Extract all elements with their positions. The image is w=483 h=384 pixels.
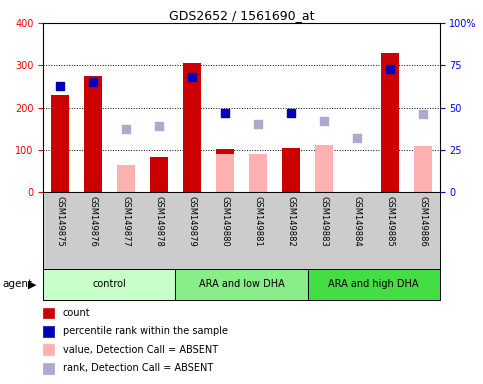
- Point: [122, 126, 130, 132]
- Text: agent: agent: [2, 279, 32, 289]
- Bar: [84, 76, 102, 192]
- Point: [386, 66, 394, 72]
- Point: [188, 74, 196, 80]
- Text: rank, Detection Call = ABSENT: rank, Detection Call = ABSENT: [63, 363, 213, 373]
- Point: [353, 135, 361, 141]
- Text: percentile rank within the sample: percentile rank within the sample: [63, 326, 228, 336]
- Point: [287, 109, 295, 116]
- Point: [89, 79, 97, 85]
- Point: [221, 109, 229, 116]
- Text: GSM149884: GSM149884: [353, 196, 361, 247]
- Text: GSM149875: GSM149875: [56, 196, 64, 247]
- Text: GSM149877: GSM149877: [122, 196, 130, 247]
- Bar: [216, 149, 234, 192]
- Bar: [117, 165, 135, 192]
- Text: GSM149876: GSM149876: [88, 196, 98, 247]
- Bar: [183, 63, 201, 192]
- Point: [155, 123, 163, 129]
- Bar: [414, 146, 432, 192]
- Text: GSM149881: GSM149881: [254, 196, 262, 247]
- Bar: [315, 145, 333, 192]
- Text: ARA and low DHA: ARA and low DHA: [199, 279, 284, 289]
- Text: control: control: [93, 279, 127, 289]
- Text: GSM149885: GSM149885: [385, 196, 395, 247]
- Point: [56, 83, 64, 89]
- Bar: [282, 148, 300, 192]
- Bar: [381, 53, 399, 192]
- Text: ▶: ▶: [28, 279, 37, 289]
- Bar: [308, 269, 440, 300]
- Text: GSM149883: GSM149883: [320, 196, 328, 247]
- Text: GSM149880: GSM149880: [221, 196, 229, 247]
- Text: count: count: [63, 308, 90, 318]
- Point: [419, 111, 427, 118]
- Bar: [216, 154, 234, 192]
- Text: GSM149882: GSM149882: [286, 196, 296, 247]
- Title: GDS2652 / 1561690_at: GDS2652 / 1561690_at: [169, 9, 314, 22]
- Bar: [51, 95, 69, 192]
- Bar: [150, 157, 168, 192]
- Point: [254, 121, 262, 127]
- Text: GSM149886: GSM149886: [419, 196, 427, 247]
- Bar: [175, 269, 308, 300]
- Point: [320, 118, 328, 124]
- Text: ARA and high DHA: ARA and high DHA: [328, 279, 419, 289]
- Text: value, Detection Call = ABSENT: value, Detection Call = ABSENT: [63, 345, 218, 355]
- Bar: [43, 269, 175, 300]
- Bar: [249, 154, 267, 192]
- Text: GSM149879: GSM149879: [187, 196, 197, 247]
- Text: GSM149878: GSM149878: [155, 196, 163, 247]
